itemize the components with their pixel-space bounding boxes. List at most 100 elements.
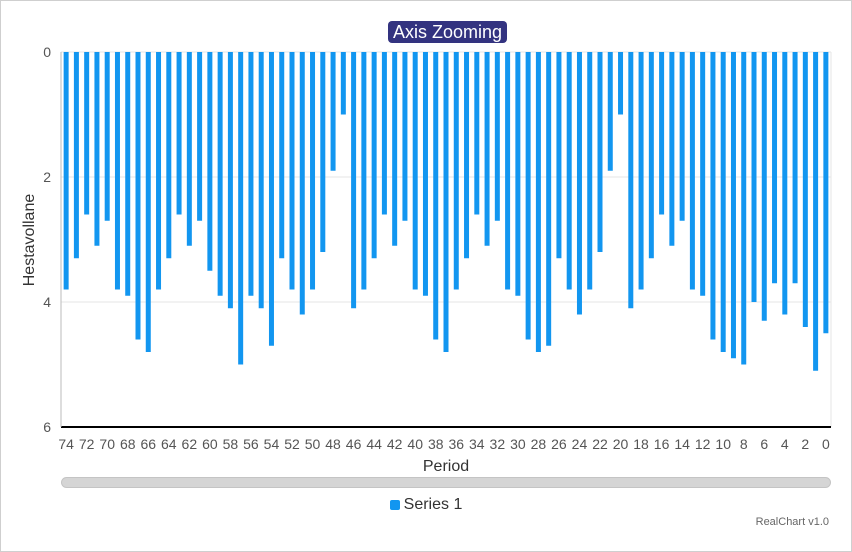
bar: [422, 52, 428, 296]
bar: [464, 52, 470, 259]
x-tick-label: 32: [490, 436, 506, 452]
bar: [772, 52, 778, 284]
y-tick-label: 4: [43, 294, 51, 310]
x-tick-label: 68: [120, 436, 136, 452]
bar: [197, 52, 203, 221]
bar: [402, 52, 408, 221]
x-tick-label: 60: [202, 436, 218, 452]
x-tick-label: 14: [674, 436, 690, 452]
x-tick-label: 42: [387, 436, 403, 452]
x-axis-zoom-scrollbar[interactable]: [61, 477, 831, 488]
chart-title: Axis Zooming: [388, 21, 508, 43]
bar: [515, 52, 521, 296]
bars: [63, 52, 829, 371]
bar: [730, 52, 736, 359]
bar: [104, 52, 110, 221]
bar: [145, 52, 151, 352]
y-tick-label: 6: [43, 419, 51, 435]
x-tick-label: 56: [243, 436, 259, 452]
bar: [351, 52, 357, 309]
bar: [494, 52, 500, 221]
bar: [207, 52, 213, 271]
x-tick-label: 64: [161, 436, 177, 452]
bar: [597, 52, 603, 252]
x-tick-label: 40: [407, 436, 423, 452]
bar: [340, 52, 346, 115]
x-tick-label: 62: [182, 436, 198, 452]
y-axis-title: Hestavollane: [21, 194, 38, 287]
bar: [484, 52, 490, 246]
bar: [125, 52, 131, 296]
legend-marker: [389, 500, 400, 510]
x-axis-title: Period: [423, 458, 469, 475]
bar: [792, 52, 798, 284]
bar: [217, 52, 223, 296]
bar: [566, 52, 572, 290]
x-tick-label: 52: [284, 436, 300, 452]
bar: [135, 52, 141, 340]
bar: [474, 52, 480, 215]
bar: [525, 52, 531, 340]
bar: [659, 52, 665, 215]
x-tick-label: 74: [58, 436, 74, 452]
bar: [628, 52, 634, 309]
x-tick-label: 8: [740, 436, 748, 452]
x-tick-label: 10: [715, 436, 731, 452]
x-tick-label: 38: [428, 436, 444, 452]
x-tick-label: 44: [366, 436, 382, 452]
bar: [361, 52, 367, 290]
bar: [94, 52, 100, 246]
bar: [813, 52, 819, 371]
x-tick-label: 58: [223, 436, 239, 452]
bar: [689, 52, 695, 290]
bar: [84, 52, 90, 215]
bar: [638, 52, 644, 290]
bar: [720, 52, 726, 352]
x-tick-label: 24: [572, 436, 588, 452]
bar: [258, 52, 264, 309]
bar: [648, 52, 654, 259]
bar: [556, 52, 562, 259]
bar: [761, 52, 767, 321]
bar: [679, 52, 685, 221]
x-tick-label: 2: [801, 436, 809, 452]
x-tick-label: 30: [510, 436, 526, 452]
bar: [73, 52, 79, 259]
bar: [700, 52, 706, 296]
x-tick-label: 36: [448, 436, 464, 452]
bar: [802, 52, 808, 327]
x-tick-label: 72: [79, 436, 95, 452]
bar: [587, 52, 593, 290]
x-tick-label: 18: [633, 436, 649, 452]
bar: [576, 52, 582, 315]
bar: [453, 52, 459, 290]
bar: [248, 52, 254, 296]
bar: [310, 52, 316, 290]
bar: [114, 52, 120, 290]
legend: Series 1: [0, 495, 852, 515]
bar: [741, 52, 747, 365]
x-tick-label: 46: [346, 436, 362, 452]
bar: [710, 52, 716, 340]
x-tick-label: 20: [613, 436, 629, 452]
bar: [392, 52, 398, 246]
x-tick-label: 48: [325, 436, 341, 452]
bar: [505, 52, 511, 290]
x-tick-label: 12: [695, 436, 711, 452]
x-tick-label: 54: [264, 436, 280, 452]
bar: [186, 52, 192, 246]
bar: [268, 52, 274, 346]
bar: [546, 52, 552, 346]
x-tick-label: 28: [531, 436, 547, 452]
bar: [299, 52, 305, 315]
x-tick-label: 50: [305, 436, 321, 452]
bar: [618, 52, 624, 115]
bar: [823, 52, 829, 334]
bar: [320, 52, 326, 252]
y-tick-label: 2: [43, 169, 51, 185]
y-tick-label: 0: [43, 44, 51, 60]
bar: [433, 52, 439, 340]
legend-label-series-1[interactable]: Series 1: [403, 496, 463, 513]
